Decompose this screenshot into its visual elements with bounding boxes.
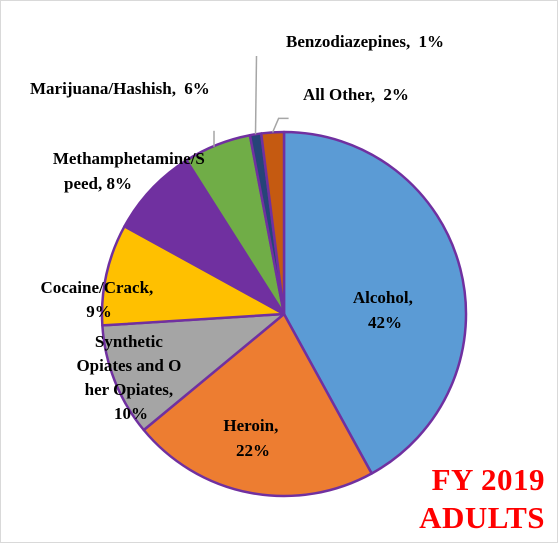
pie-slices — [100, 130, 468, 498]
label-methamphetamine-speed: Methamphetamine/S peed, 8% — [53, 149, 209, 193]
slice-synthetic-opiates-and-other-opiates — [101, 312, 286, 432]
label-cocaine-crack: Cocaine/Crack, 9% — [40, 278, 157, 321]
label-synthetic-opiates: Synthetic Opiates and O her Opiates, 10% — [76, 332, 185, 423]
label-benzodiazepines: Benzodiazepines, 1% — [286, 32, 444, 51]
label-heroin: Heroin, 22% — [223, 416, 282, 460]
leader-all-other — [271, 117, 289, 133]
label-alcohol: Alcohol, 42% — [353, 288, 417, 332]
slice-cocaine-crack — [100, 225, 286, 327]
caption-population: ADULTS — [419, 500, 545, 535]
caption-fiscal-year: FY 2019 — [431, 462, 545, 497]
slice-methamphetamine-speed — [123, 159, 286, 316]
leader-benzodiazepines — [254, 55, 258, 135]
leader-lines — [213, 55, 289, 147]
slice-heroin — [142, 312, 373, 498]
slice-alcohol — [282, 130, 468, 475]
slice-labels: Alcohol, 42% Heroin, 22% Synthetic Opiat… — [30, 32, 444, 460]
label-all-other: All Other, 2% — [303, 85, 409, 104]
label-marijuana-hashish: Marijuana/Hashish, 6% — [30, 79, 210, 98]
